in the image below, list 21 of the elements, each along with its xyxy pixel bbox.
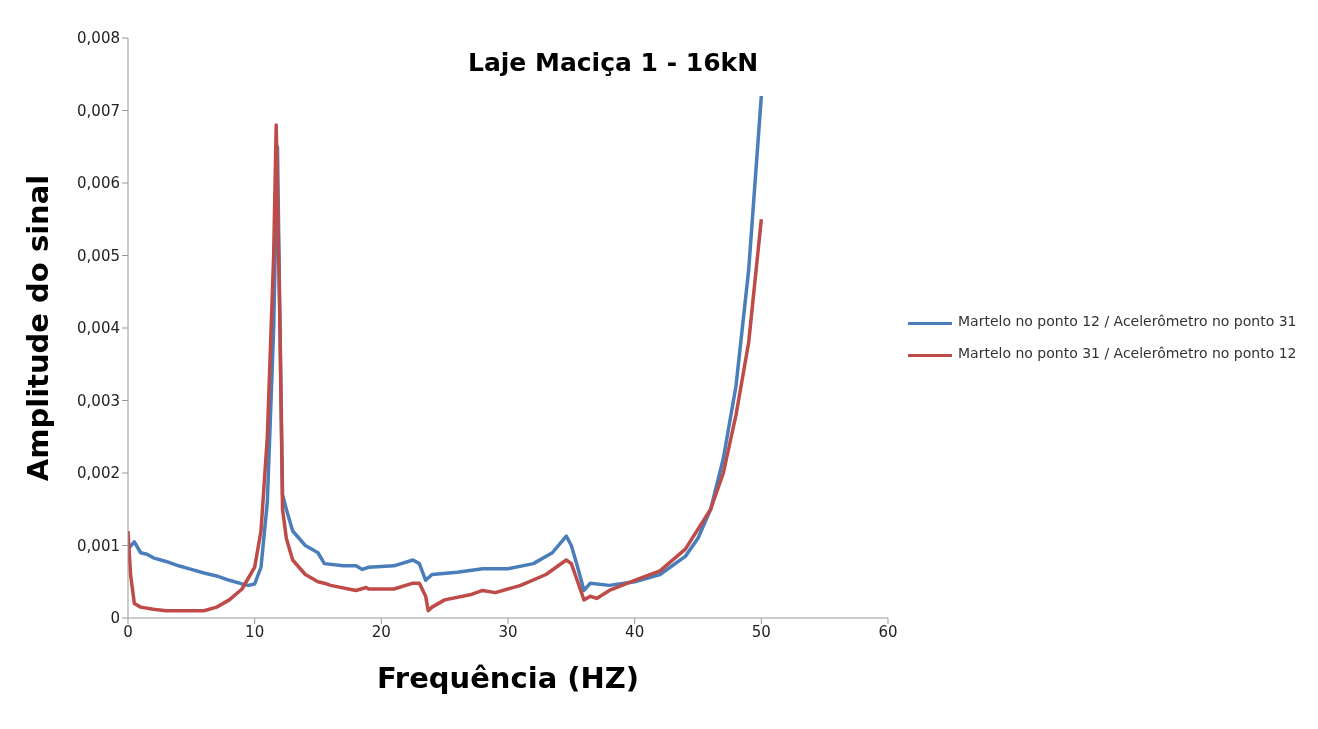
- chart-title: Laje Maciça 1 - 16kN: [468, 48, 759, 77]
- y-axis-title: Amplitude do sinal: [21, 174, 56, 482]
- y-tick-label: 0: [110, 609, 120, 628]
- legend-label: Martelo no ponto 12 / Acelerômetro no ponto 31: [958, 313, 1297, 329]
- y-tick-label: 0,004: [77, 319, 120, 338]
- y-tick-label: 0,008: [77, 29, 120, 48]
- x-tick-label: 50: [751, 622, 771, 641]
- x-tick-label: 30: [498, 622, 518, 641]
- x-tick-label: 40: [625, 622, 645, 641]
- x-tick-label: 60: [878, 622, 898, 641]
- y-tick-label: 0,003: [77, 391, 120, 410]
- y-tick-label: 0,007: [77, 101, 120, 120]
- x-axis-title: Frequência (HZ): [376, 661, 640, 695]
- x-tick-label: 20: [371, 622, 391, 641]
- y-tick-label: 0,002: [77, 464, 120, 483]
- x-tick-label: 10: [245, 622, 265, 641]
- x-tick-label: 0: [123, 622, 133, 641]
- y-tick-label: 0,005: [77, 246, 120, 265]
- legend-label: Martelo no ponto 31 / Acelerômetro no ponto 12: [958, 345, 1297, 361]
- y-tick-label: 0,001: [77, 536, 120, 555]
- y-tick-label: 0,006: [77, 174, 120, 193]
